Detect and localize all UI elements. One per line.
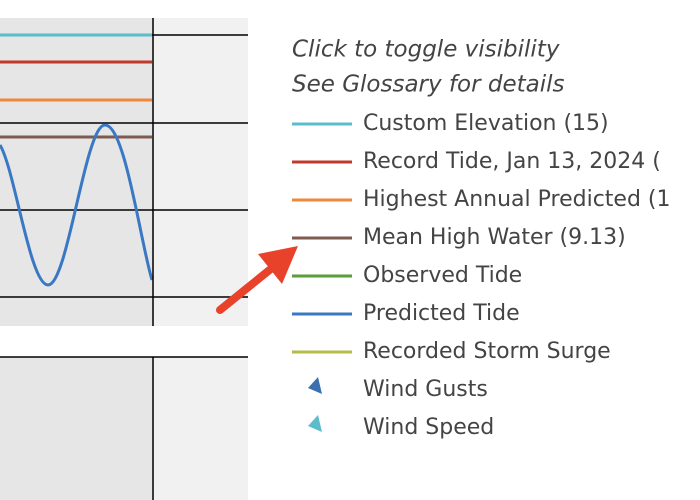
arrow-head — [258, 246, 298, 284]
pointer-arrow — [216, 246, 298, 314]
legend-hint: Click to toggle visibility — [292, 37, 560, 63]
legend-item[interactable]: Mean High Water (9.13) — [292, 225, 626, 250]
legend-item[interactable]: Predicted Tide — [292, 301, 520, 326]
legend-item[interactable]: Record Tide, Jan 13, 2024 ( — [292, 149, 661, 174]
legend-label: Predicted Tide — [363, 301, 520, 326]
tide-curve — [0, 123, 154, 287]
legend-hint: See Glossary for details — [292, 72, 565, 98]
wind-chart — [0, 356, 248, 500]
plot-area — [0, 18, 153, 326]
legend-marker — [308, 415, 322, 432]
legend-marker — [308, 377, 322, 394]
legend-item[interactable]: Observed Tide — [292, 263, 522, 288]
plot-area — [0, 357, 153, 500]
plot-margin — [153, 357, 248, 500]
legend-label: Wind Gusts — [363, 377, 488, 402]
plot-margin — [153, 18, 248, 326]
legend-item[interactable]: Recorded Storm Surge — [292, 339, 611, 364]
tide-chart — [0, 18, 248, 326]
legend: Click to toggle visibility See Glossary f… — [292, 37, 671, 440]
legend-label: Highest Annual Predicted (1 — [363, 187, 671, 212]
legend-label: Wind Speed — [363, 415, 494, 440]
legend-label: Custom Elevation (15) — [363, 111, 609, 136]
legend-label: Mean High Water (9.13) — [363, 225, 626, 250]
legend-label: Recorded Storm Surge — [363, 339, 611, 364]
legend-item[interactable]: Custom Elevation (15) — [292, 111, 609, 136]
legend-label: Record Tide, Jan 13, 2024 ( — [363, 149, 661, 174]
legend-item[interactable]: Wind Gusts — [308, 377, 488, 402]
legend-item[interactable]: Wind Speed — [308, 415, 494, 440]
legend-item[interactable]: Highest Annual Predicted (1 — [292, 187, 671, 212]
legend-label: Observed Tide — [363, 263, 522, 288]
arrow-shaft — [216, 264, 276, 314]
